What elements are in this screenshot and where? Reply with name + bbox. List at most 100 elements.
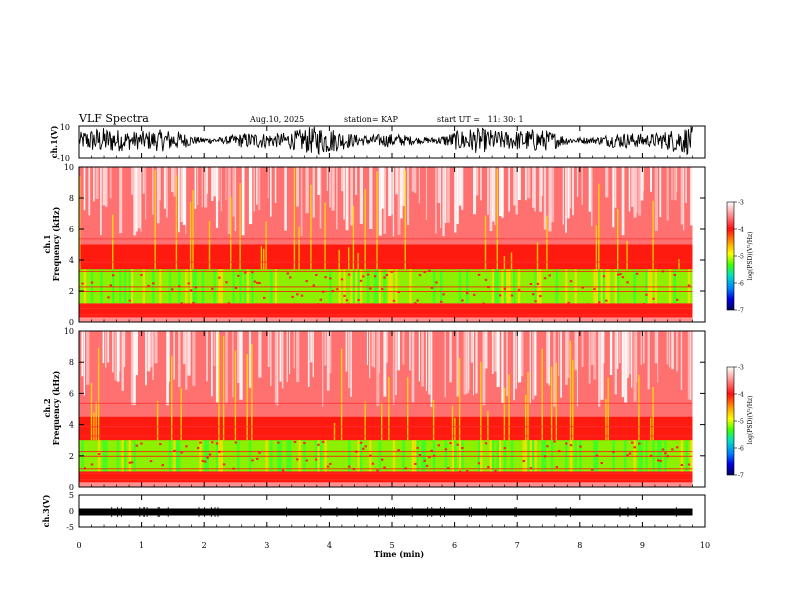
spec-tone-line	[79, 402, 693, 404]
spec-band-texture	[194, 269, 197, 304]
spec-tone-line	[79, 473, 693, 474]
ch2-spec-ylabel-line1: ch.2	[42, 398, 52, 417]
spec-white-streak	[496, 331, 500, 388]
spec-band-texture	[617, 269, 620, 304]
spec-yellow-spike	[503, 387, 506, 441]
spec-white-streak	[112, 331, 114, 373]
spec-speck	[626, 454, 629, 457]
spec-white-streak	[284, 167, 287, 231]
spec-white-streak	[591, 331, 594, 365]
spec-band-texture	[539, 269, 542, 304]
spec-white-streak	[307, 331, 310, 387]
spec-white-streak	[218, 167, 220, 201]
ch2-colorbar-label: log(PSD)(V²/Hz)	[747, 396, 754, 445]
spec-speck	[456, 443, 459, 446]
spec-band-texture	[633, 269, 636, 304]
ch2-colorbar: -3 -4 -5 -6 -7 log(PSD)(V²/Hz)	[726, 365, 754, 480]
spec-white-streak	[187, 331, 191, 376]
ch2-spec-ylabel-line2: Frequency (kHz)	[51, 370, 61, 445]
spec-white-streak	[390, 167, 394, 215]
spec-speck	[676, 446, 679, 449]
spec-white-streak	[274, 331, 279, 405]
spec-white-streak	[671, 167, 673, 200]
spec-band-texture	[673, 269, 676, 304]
spec-white-streak	[168, 331, 170, 382]
ch3-waveform-ylabel: ch.3(V)	[41, 494, 51, 527]
spec-speck	[128, 299, 131, 302]
spec-white-streak	[204, 167, 208, 208]
spec-tone-line	[79, 468, 693, 470]
spec-speck	[348, 273, 351, 276]
ch1-waveform-trace	[79, 126, 693, 156]
spec-speck	[602, 275, 606, 278]
spec-speck	[605, 299, 608, 302]
spec-white-streak	[312, 331, 314, 378]
spec-speck	[661, 448, 665, 451]
spec-yellow-spike	[376, 171, 378, 270]
time-x-axis: 0 1 2 3 4 5 6 7 8 9 10	[76, 126, 710, 550]
spec-band-texture	[409, 269, 412, 304]
header-station: station= KAP	[344, 115, 399, 124]
spec-speck	[423, 459, 426, 462]
spec-speck	[621, 276, 625, 279]
spec-white-streak	[133, 167, 137, 236]
spec-speck	[543, 277, 547, 280]
spec-speck	[385, 274, 389, 276]
spec-white-streak	[659, 167, 662, 217]
spec-white-streak	[107, 331, 110, 363]
spec-white-streak	[402, 167, 405, 206]
spec-yellow-spike	[246, 354, 248, 441]
spec-band-texture	[201, 269, 205, 304]
spec-white-streak	[525, 167, 527, 201]
spec-white-streak	[350, 331, 352, 397]
spec-band-texture	[593, 269, 596, 304]
spec-speck	[128, 461, 131, 464]
spec-band-texture	[534, 269, 537, 304]
spec-white-streak	[274, 167, 277, 203]
spec-speck	[579, 445, 582, 448]
spec-white-streak	[546, 331, 549, 384]
ch1-spectrogram-heatmap	[79, 167, 693, 322]
spec-band-texture	[668, 269, 672, 304]
spec-yellow-spike	[678, 259, 680, 270]
spec-yellow-spike	[265, 221, 267, 270]
spec-speck	[619, 273, 622, 276]
spec-yellow-spike	[480, 361, 482, 441]
spec-band-texture	[142, 269, 146, 304]
spec-white-streak	[135, 167, 138, 232]
spec-white-streak	[484, 331, 488, 369]
spec-white-streak	[614, 331, 617, 395]
spec-white-streak	[425, 331, 427, 391]
spec-band-texture	[213, 269, 216, 304]
spec-tone-line	[79, 451, 693, 453]
spec-white-streak	[657, 331, 659, 383]
spec-white-streak	[631, 167, 634, 207]
spec-white-streak	[517, 331, 522, 383]
spec-band-texture	[159, 269, 162, 304]
spec-speck	[466, 292, 469, 295]
spec-band-texture	[602, 269, 606, 304]
spec-band-texture	[383, 269, 386, 304]
spec-speck	[529, 467, 533, 470]
spec-white-streak	[543, 167, 547, 230]
colorbar-tick-label: -6	[738, 446, 744, 453]
spec-yellow-spike	[487, 411, 489, 441]
spec-band-texture	[192, 269, 195, 304]
spec-band-texture	[496, 269, 499, 304]
spec-band-texture	[395, 269, 398, 304]
spec-band-texture	[90, 269, 94, 304]
spec-speck	[461, 299, 464, 302]
spec-yellow-spike	[298, 226, 300, 270]
spec-speck	[635, 272, 639, 275]
spec-speck	[397, 449, 400, 452]
spec-white-streak	[475, 331, 478, 394]
spec-speck	[447, 467, 450, 470]
spec-white-streak	[300, 167, 303, 236]
spec-speck	[253, 280, 256, 283]
spec-yellow-spike	[555, 362, 557, 441]
spec-speck	[180, 451, 183, 454]
spec-band-texture	[251, 269, 254, 304]
spec-speck	[135, 444, 138, 447]
spec-speck	[362, 447, 365, 450]
spec-yellow-spike	[451, 405, 454, 441]
